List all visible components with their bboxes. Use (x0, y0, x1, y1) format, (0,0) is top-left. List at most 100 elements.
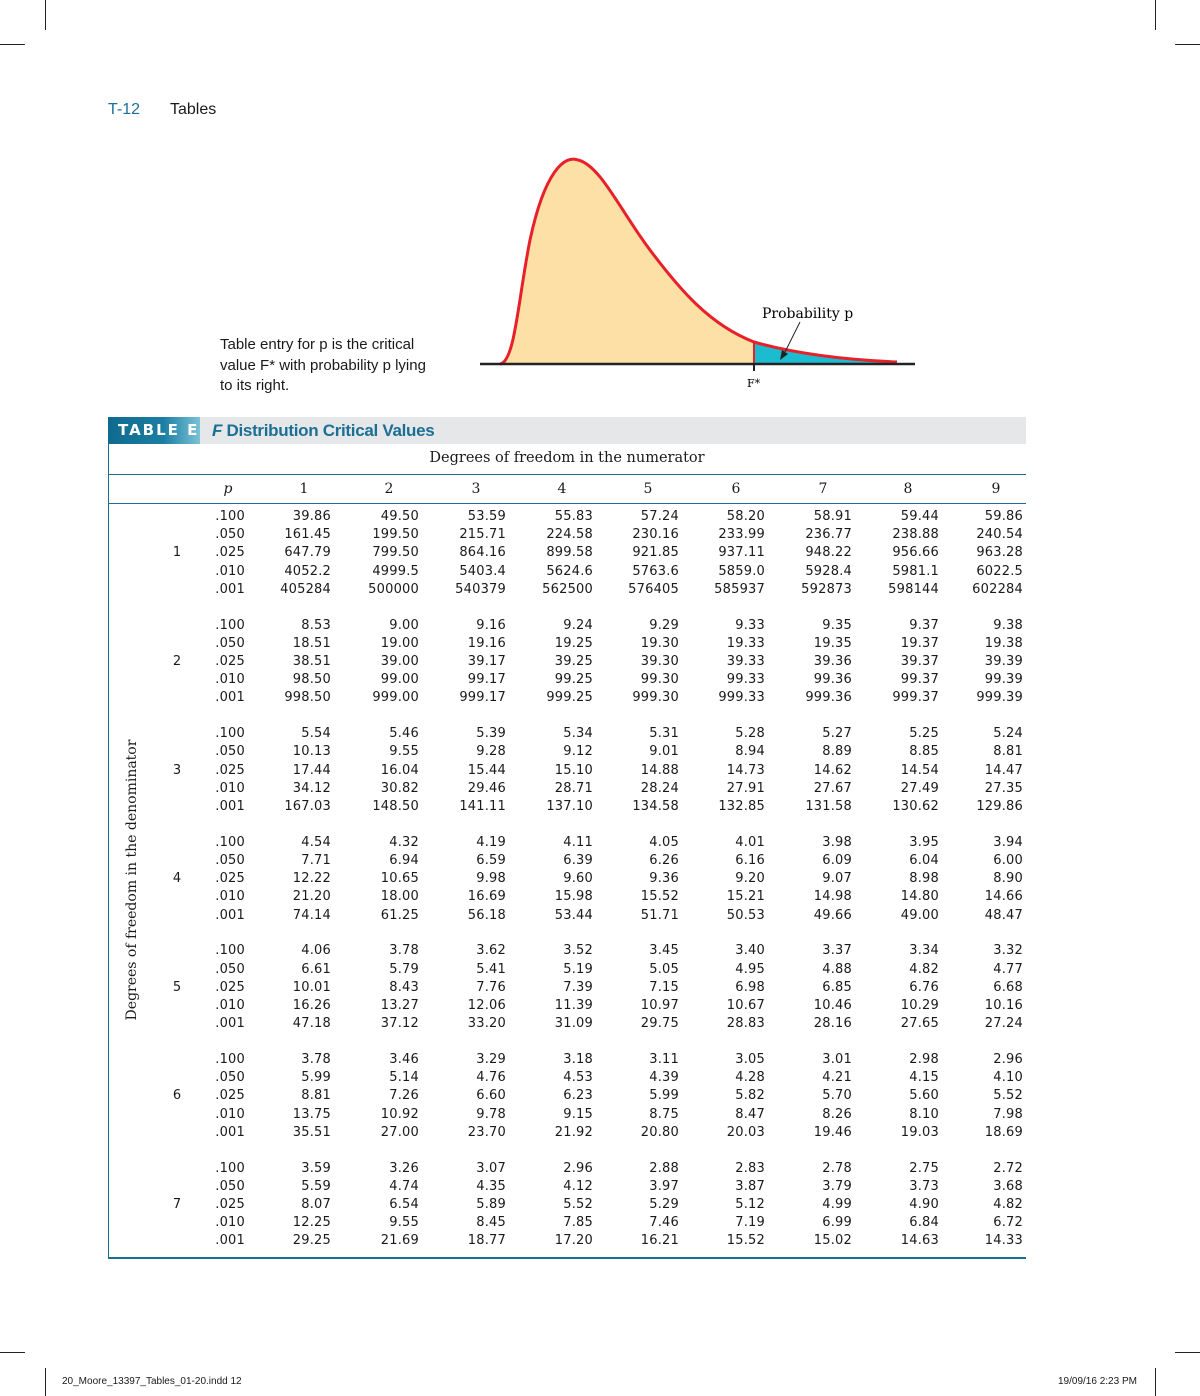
column-header-8: 8 (903, 481, 913, 497)
p-value-cell: .010 (215, 1106, 245, 1122)
p-value-cell: .025 (215, 545, 245, 561)
critical-value-cell: 3.40 (735, 943, 765, 959)
critical-value-cell: 2.78 (822, 1160, 852, 1176)
critical-value-cell: 14.33 (984, 1233, 1023, 1249)
critical-value-cell: 4.76 (476, 1070, 506, 1086)
critical-value-cell: 15.10 (554, 762, 593, 778)
critical-value-cell: 8.43 (389, 979, 419, 995)
critical-value-cell: 2.83 (735, 1160, 765, 1176)
critical-value-cell: 27.35 (984, 780, 1023, 796)
critical-value-cell: 9.60 (563, 871, 593, 887)
critical-value-cell: 5.82 (735, 1088, 765, 1104)
title-f: F (212, 421, 223, 440)
critical-value-cell: 3.29 (476, 1052, 506, 1067)
critical-value-cell: 61.25 (380, 907, 419, 923)
table-rule (108, 503, 1026, 504)
critical-value-cell: 5.14 (389, 1070, 419, 1086)
critical-value-cell: 18.69 (984, 1124, 1023, 1140)
critical-value-cell: 14.47 (984, 762, 1023, 778)
critical-value-cell: 28.71 (554, 780, 593, 796)
critical-value-cell: 6.54 (389, 1197, 419, 1212)
critical-value-cell: 5981.1 (892, 563, 939, 579)
critical-value-cell: 59.44 (900, 509, 939, 524)
critical-value-cell: 5.99 (649, 1088, 679, 1104)
denominator-df-label: 6 (172, 1088, 182, 1104)
critical-value-cell: 17.44 (292, 762, 331, 778)
critical-value-cell: 9.07 (822, 871, 852, 887)
table-bottom-rule (108, 1257, 1026, 1259)
p-value-cell: .001 (215, 1016, 245, 1032)
critical-value-cell: 74.14 (292, 907, 331, 923)
critical-value-cell: 8.75 (649, 1106, 679, 1122)
p-value-cell: .001 (215, 799, 245, 814)
critical-value-cell: 6.09 (822, 853, 852, 868)
critical-value-cell: 6.85 (822, 979, 852, 995)
critical-value-cell: 4.01 (735, 834, 765, 850)
critical-value-cell: 3.01 (822, 1052, 852, 1067)
column-header-3: 3 (471, 481, 481, 497)
critical-value-cell: 99.39 (984, 672, 1023, 688)
column-header-4: 4 (557, 481, 567, 497)
p-value-cell: .100 (215, 1052, 245, 1067)
footer-file: 20_Moore_13397_Tables_01-20.indd 12 (62, 1376, 242, 1387)
critical-value-cell: 9.98 (476, 871, 506, 887)
numerator-label: Degrees of freedom in the numerator (429, 450, 705, 466)
p-value-cell: .050 (215, 1178, 245, 1194)
critical-value-cell: 5.12 (735, 1197, 765, 1212)
p-value-cell: .001 (215, 581, 245, 597)
critical-value-cell: 3.26 (389, 1160, 419, 1176)
critical-value-cell: 4.39 (649, 1070, 679, 1086)
critical-value-cell: 15.02 (813, 1233, 852, 1249)
critical-value-cell: 5.34 (563, 726, 593, 742)
critical-value-cell: 34.12 (292, 780, 331, 796)
critical-value-cell: 5.28 (735, 726, 765, 742)
critical-value-cell: 999.33 (718, 690, 765, 706)
critical-value-cell: 6.04 (909, 853, 939, 868)
critical-value-cell: 9.00 (389, 617, 419, 633)
critical-value-cell: 7.85 (563, 1215, 593, 1231)
critical-value-cell: 7.19 (735, 1215, 765, 1231)
critical-value-cell: 999.17 (459, 690, 506, 706)
critical-value-label: F* (747, 377, 761, 390)
critical-value-cell: 4.99 (822, 1197, 852, 1212)
table-left-border (108, 444, 109, 1258)
critical-value-cell: 27.91 (726, 780, 765, 796)
critical-value-cell: 8.26 (822, 1106, 852, 1122)
critical-value-cell: 99.36 (813, 672, 852, 688)
critical-value-cell: 16.69 (467, 889, 506, 905)
critical-value-cell: 57.24 (640, 509, 679, 524)
critical-value-cell: 6.84 (909, 1215, 939, 1231)
critical-value-cell: 28.24 (640, 780, 679, 796)
column-header-5: 5 (643, 481, 653, 497)
crop-mark (45, 1368, 46, 1396)
critical-value-cell: 99.00 (380, 672, 419, 688)
critical-value-cell: 49.66 (813, 907, 852, 923)
critical-value-cell: 405284 (280, 581, 331, 597)
critical-value-cell: 921.85 (632, 545, 679, 561)
critical-value-cell: 10.16 (984, 998, 1023, 1013)
p-value-cell: .100 (215, 943, 245, 959)
critical-value-cell: 14.66 (984, 889, 1023, 905)
critical-value-cell: 9.28 (476, 744, 506, 760)
critical-value-cell: 3.37 (822, 943, 852, 959)
critical-value-cell: 5.60 (909, 1088, 939, 1104)
critical-value-cell: 585937 (714, 581, 765, 597)
critical-value-cell: 12.06 (467, 998, 506, 1013)
critical-value-cell: 19.16 (467, 635, 506, 651)
p-value-cell: .025 (215, 979, 245, 995)
critical-value-cell: 4.15 (909, 1070, 939, 1086)
critical-value-cell: 137.10 (546, 799, 593, 814)
critical-value-cell: 59.86 (984, 509, 1023, 524)
critical-value-cell: 8.89 (822, 744, 852, 760)
crop-mark (1155, 1368, 1156, 1396)
critical-value-cell: 14.88 (640, 762, 679, 778)
critical-value-cell: 6022.5 (976, 563, 1023, 579)
density-curve (499, 157, 898, 366)
denominator-df-label: 3 (172, 762, 182, 778)
p-value-cell: .010 (215, 672, 245, 688)
critical-value-cell: 3.78 (389, 943, 419, 959)
critical-value-cell: 6.16 (735, 853, 765, 868)
p-value-cell: .010 (215, 780, 245, 796)
critical-value-cell: 6.68 (993, 979, 1023, 995)
critical-value-cell: 39.30 (640, 654, 679, 669)
